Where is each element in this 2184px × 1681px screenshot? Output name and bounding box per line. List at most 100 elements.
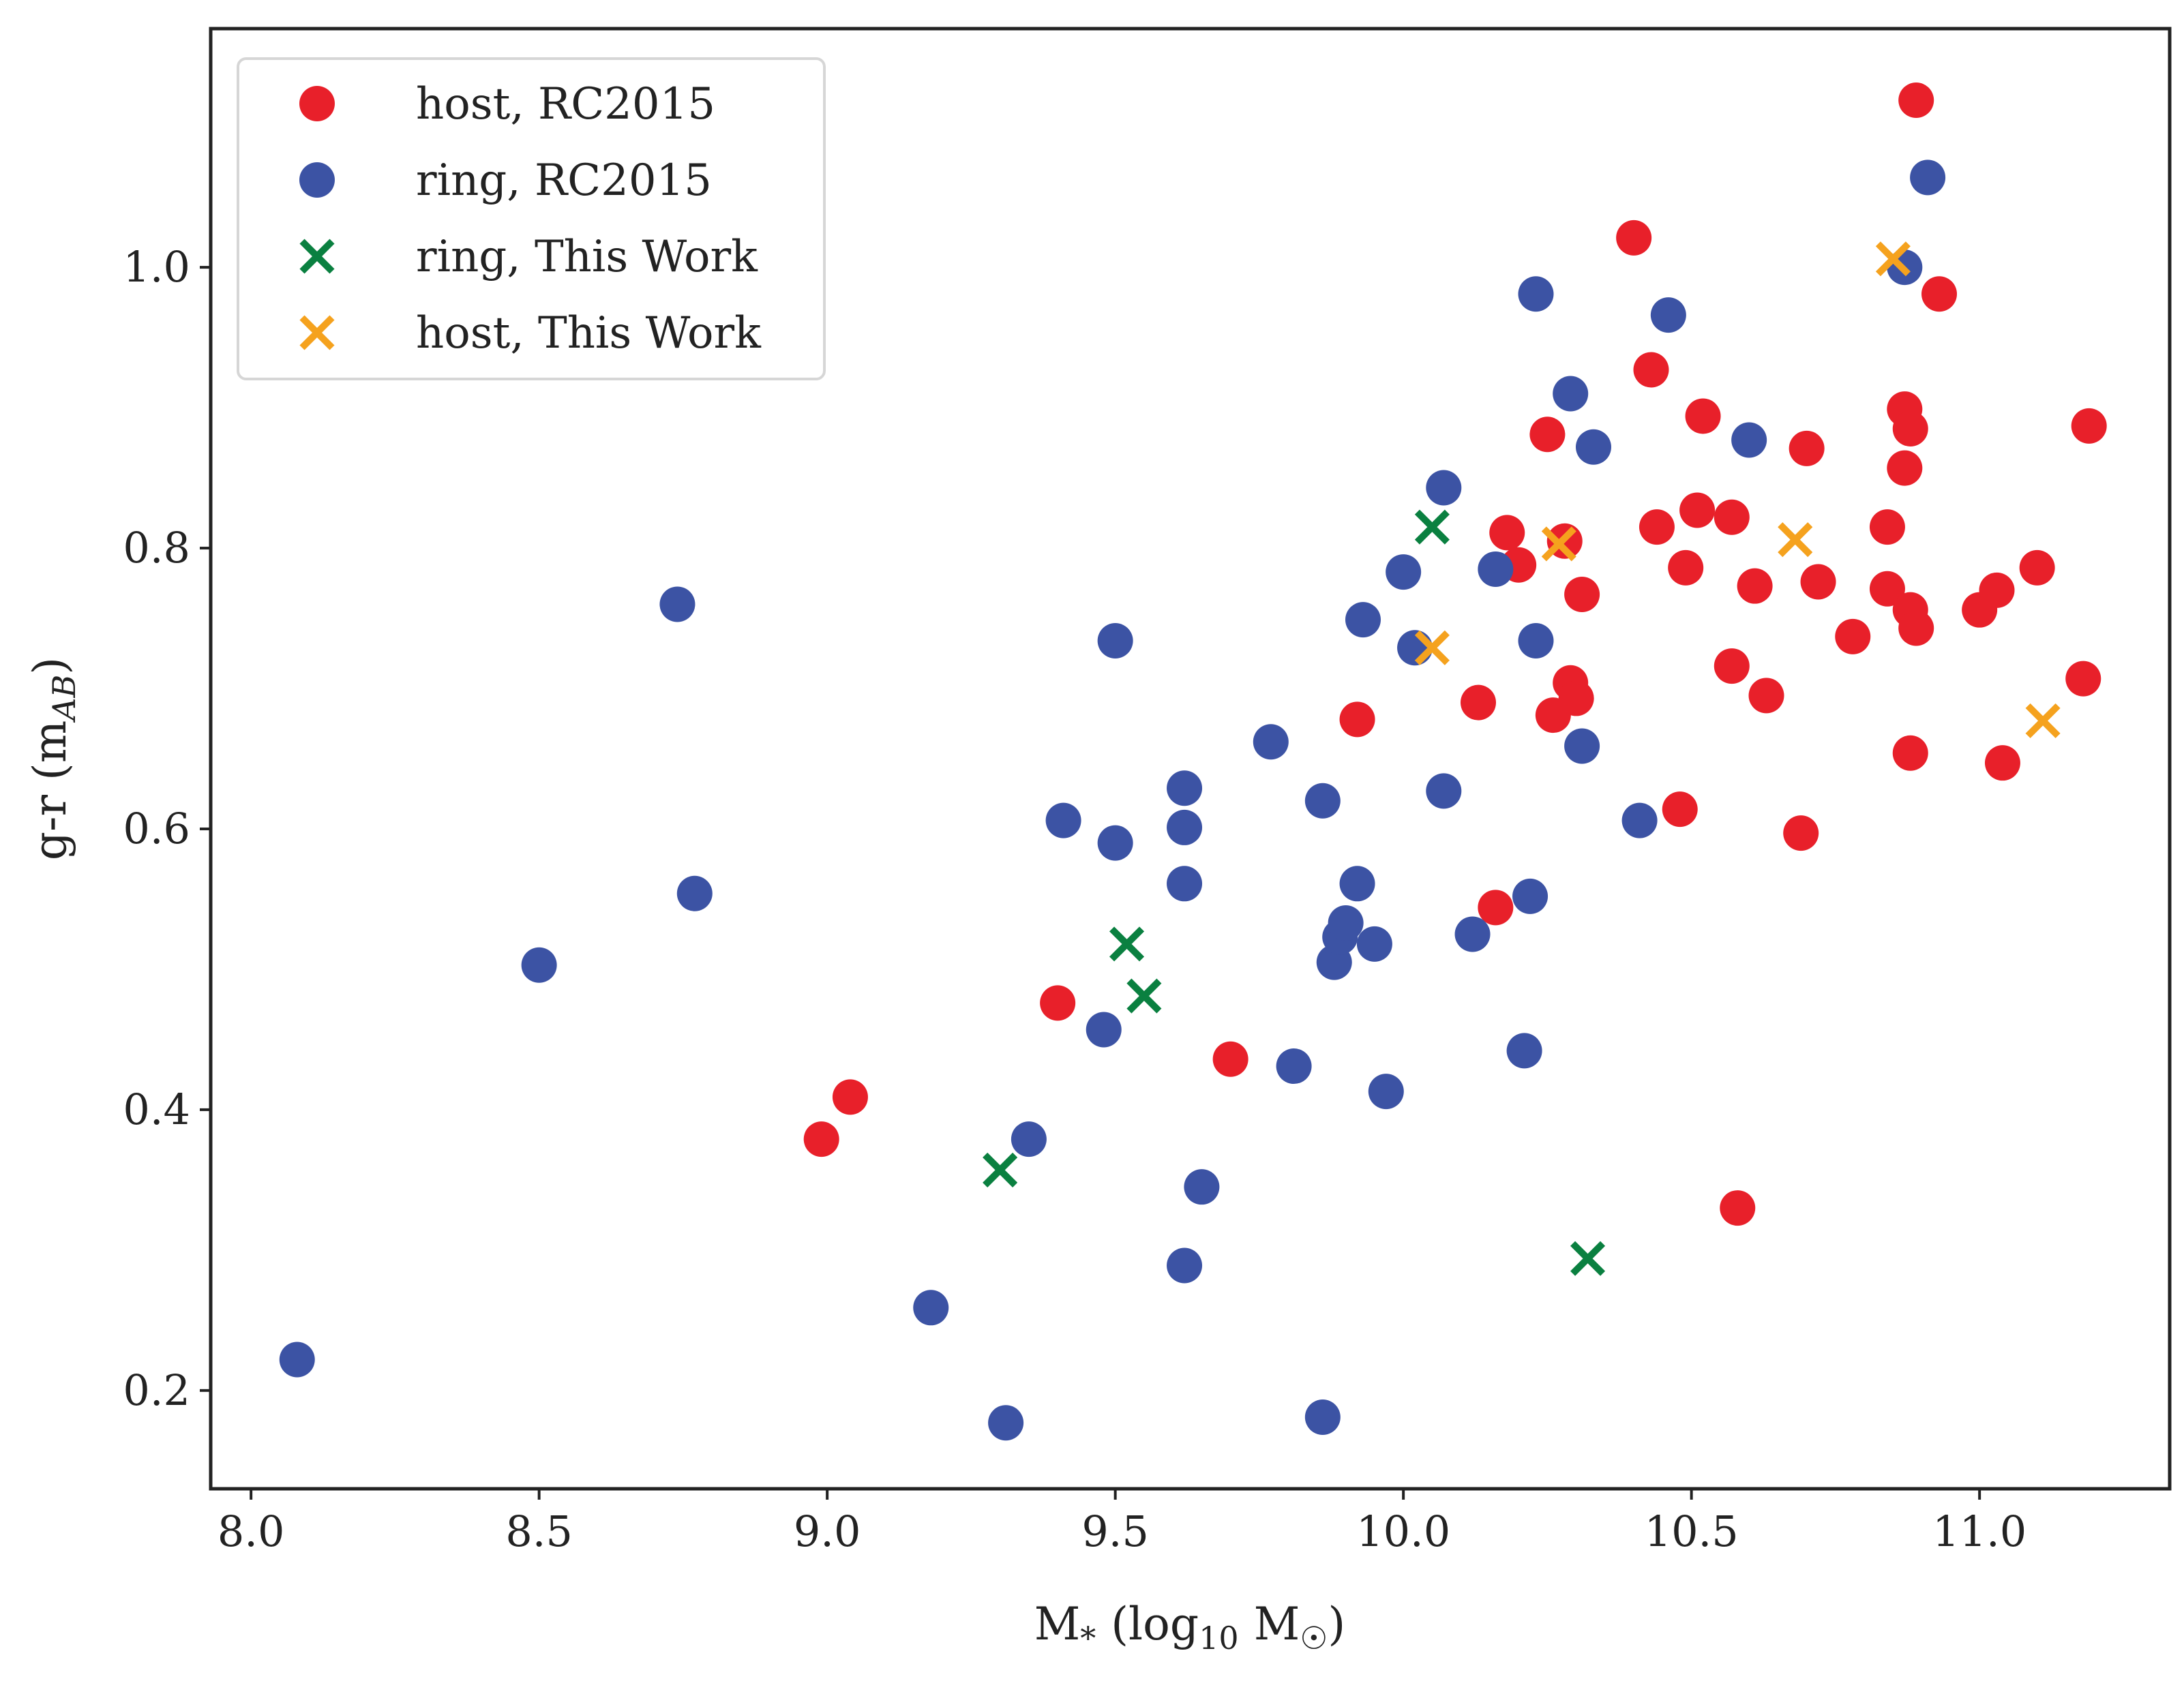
x-tick-label: 10.5 [1645,1506,1739,1556]
data-point [1045,802,1081,838]
data-point [1650,297,1686,333]
data-point [1212,1041,1248,1077]
x-tick-label: 8.5 [505,1506,573,1556]
series-ring-this-work [983,509,1606,1276]
data-point [1167,1247,1203,1284]
data-point [1714,648,1750,684]
legend-item-host-rc2015: host, RC2015 [299,79,715,130]
data-point [1356,926,1392,962]
data-point [1097,825,1133,861]
data-point [1720,1190,1756,1226]
x-axis-label-unit-subscript: ☉ [1300,1620,1328,1656]
data-point [803,1121,839,1157]
data-point [1167,866,1203,902]
data-point [1529,417,1566,453]
data-point [1984,745,2020,781]
legend-label: host, This Work [416,308,762,359]
data-point [1339,866,1375,902]
data-point [2025,703,2061,738]
series-host-this-work [1414,241,2061,738]
data-point [1253,724,1289,760]
data-point [1887,450,1923,486]
data-point [1454,916,1491,952]
data-point [1040,985,1076,1021]
data-point [2019,549,2055,586]
data-point [1553,376,1589,412]
data-point [2065,661,2101,697]
data-point [1386,554,1422,590]
data-point [1461,684,1496,721]
data-point [279,1342,315,1378]
data-point [1921,276,1957,312]
data-point [1558,680,1594,716]
data-point [1167,770,1203,806]
data-point [1541,526,1576,562]
legend-marker [299,239,335,274]
data-point [1414,509,1450,545]
data-point [676,875,713,911]
data-point [1518,622,1554,658]
data-point [1512,878,1549,914]
data-point [1714,499,1750,535]
legend-label: ring, This Work [416,232,758,282]
data-point [1339,701,1375,738]
plot-frame [209,27,2172,1491]
data-point [913,1290,949,1326]
legend-label: host, RC2015 [416,79,715,130]
data-point [1304,1399,1341,1435]
data-point [1276,1048,1312,1085]
data-point [1892,735,1928,771]
data-point [521,947,557,983]
x-axis-label-subscript: * [1080,1620,1096,1656]
data-point [1167,809,1203,845]
data-point [1731,422,1767,458]
data-point [1109,926,1145,962]
legend-label: ring, RC2015 [416,155,712,206]
x-tick-label: 10.0 [1356,1506,1450,1556]
x-tick-label: 8.0 [218,1506,285,1556]
data-point [1616,219,1652,256]
data-point [1800,564,1836,600]
data-point [1426,470,1462,506]
data-point [1621,802,1658,838]
y-tick-label: 0.6 [123,804,190,853]
data-point [1668,549,1704,586]
legend-items: host, RC2015 ring, RC2015 ring, This Work h… [299,79,762,359]
y-tick-label: 0.2 [123,1365,190,1415]
data-point [1345,602,1381,638]
data-point [659,586,695,622]
data-point [1328,905,1364,941]
data-point [1086,1012,1122,1048]
series-host-rc2015 [803,82,2107,1226]
data-point [1639,509,1675,545]
x-axis-ticks: 8.0 8.5 9.0 9.5 10.0 10.5 11.0 [218,1489,2026,1556]
data-point [1506,1033,1542,1069]
data-point [1898,610,1934,646]
data-point [988,1405,1024,1441]
data-point [983,1152,1018,1188]
data-point [1789,430,1825,466]
data-point [1184,1169,1220,1205]
legend-item-ring-rc2015: ring, RC2015 [299,155,712,206]
legend-item-ring-this-work: ring, This Work [299,232,758,282]
x-tick-label: 9.5 [1081,1506,1149,1556]
x-axis-label-log: (log [1111,1598,1199,1650]
y-axis-label-subscript: AB [46,675,83,723]
data-point [1414,630,1450,665]
data-point [1979,572,2015,608]
data-point [1685,398,1721,434]
data-point [1783,815,1819,851]
data-point [1478,551,1514,587]
data-point [1426,773,1462,809]
legend-marker [299,315,335,350]
y-axis-label-close: ) [24,657,76,675]
data-point [1748,678,1784,714]
data-point [1910,160,1946,196]
x-tick-label: 9.0 [794,1506,861,1556]
data-point [1679,492,1716,528]
y-axis-label-main: g-r (m [24,721,76,860]
data-point [1875,241,1911,277]
x-axis-label: M* (log10 M☉) [1034,1598,1346,1656]
data-point [1564,577,1600,613]
y-tick-label: 0.8 [123,523,190,573]
